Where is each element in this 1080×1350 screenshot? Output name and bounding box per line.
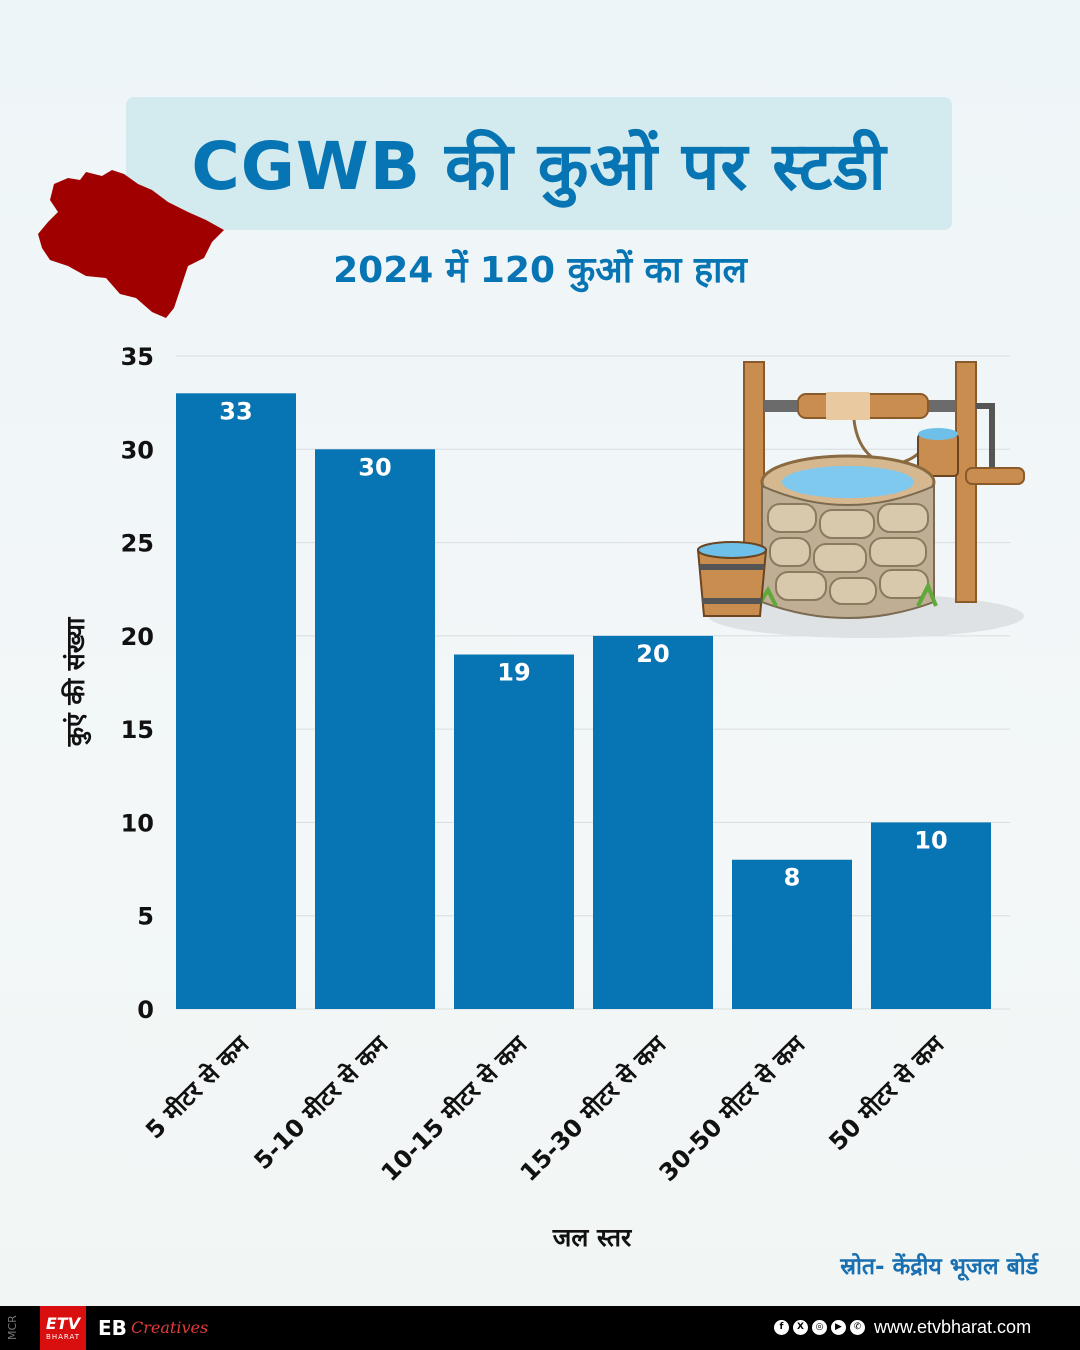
y-tick-label: 25 — [121, 530, 154, 558]
y-tick-label: 5 — [137, 903, 154, 931]
logo-subtext: BHARAT — [46, 1333, 80, 1341]
data-label: 30 — [358, 453, 391, 481]
x-tick-label: 10-15 मीटर से कम — [376, 1029, 534, 1187]
data-label: 20 — [636, 640, 669, 668]
y-tick-label: 15 — [121, 716, 154, 744]
y-tick-labels: 0 5 10 15 20 25 30 35 — [121, 343, 154, 1024]
y-tick-label: 20 — [121, 623, 154, 651]
brand-label: EB — [98, 1316, 127, 1340]
data-label: 8 — [784, 864, 801, 892]
bars — [176, 393, 991, 1009]
footer-bar: MCR ETV BHARAT EB Creatives f X ◎ ▶ ✆ ww… — [0, 1306, 1080, 1350]
data-label: 19 — [497, 659, 530, 687]
y-tick-label: 0 — [137, 996, 154, 1024]
instagram-icon[interactable]: ◎ — [812, 1320, 827, 1335]
bar — [871, 822, 991, 1009]
page-title: CGWB की कुओं पर स्टडी — [191, 127, 887, 205]
title-banner — [126, 97, 952, 230]
x-tick-label: 50 मीटर से कम — [823, 1029, 950, 1156]
x-tick-label: 5-10 मीटर से कम — [249, 1029, 395, 1175]
etv-bharat-logo[interactable]: ETV BHARAT — [40, 1306, 86, 1350]
y-tick-label: 30 — [121, 436, 154, 464]
data-labels: 33 30 19 20 8 10 — [219, 397, 947, 891]
x-tick-label: 5 मीटर से कम — [140, 1029, 255, 1144]
logo-text: ETV — [45, 1314, 81, 1333]
x-icon[interactable]: X — [793, 1320, 808, 1335]
youtube-icon[interactable]: ▶ — [831, 1320, 846, 1335]
facebook-icon[interactable]: f — [774, 1320, 789, 1335]
bar — [315, 449, 435, 1009]
water-well-illustration — [696, 361, 1025, 638]
y-axis-label: कुएं की संख्या — [61, 616, 92, 747]
x-tick-label: 15-30 मीटर से कम — [515, 1029, 673, 1187]
bar — [593, 635, 713, 1009]
bar — [732, 859, 852, 1009]
data-label: 33 — [219, 397, 252, 425]
x-axis-label: जल स्तर — [552, 1223, 633, 1252]
mcr-label: MCR — [6, 1315, 19, 1341]
bar — [176, 393, 296, 1009]
uttarakhand-map-icon — [38, 170, 224, 318]
website-link[interactable]: www.etvbharat.com — [874, 1317, 1032, 1337]
social-icons: f X ◎ ▶ ✆ — [774, 1320, 865, 1335]
y-tick-label: 35 — [121, 343, 154, 371]
whatsapp-icon[interactable]: ✆ — [850, 1320, 865, 1335]
brand-script: Creatives — [131, 1318, 209, 1337]
source-note: स्रोत- केंद्रीय भूजल बोर्ड — [840, 1254, 1038, 1280]
x-tick-label: 30-50 मीटर से कम — [654, 1029, 812, 1187]
page-subtitle: 2024 में 120 कुओं का हाल — [333, 250, 747, 291]
bar — [454, 654, 574, 1009]
data-label: 10 — [914, 826, 947, 854]
y-tick-label: 10 — [121, 809, 154, 837]
